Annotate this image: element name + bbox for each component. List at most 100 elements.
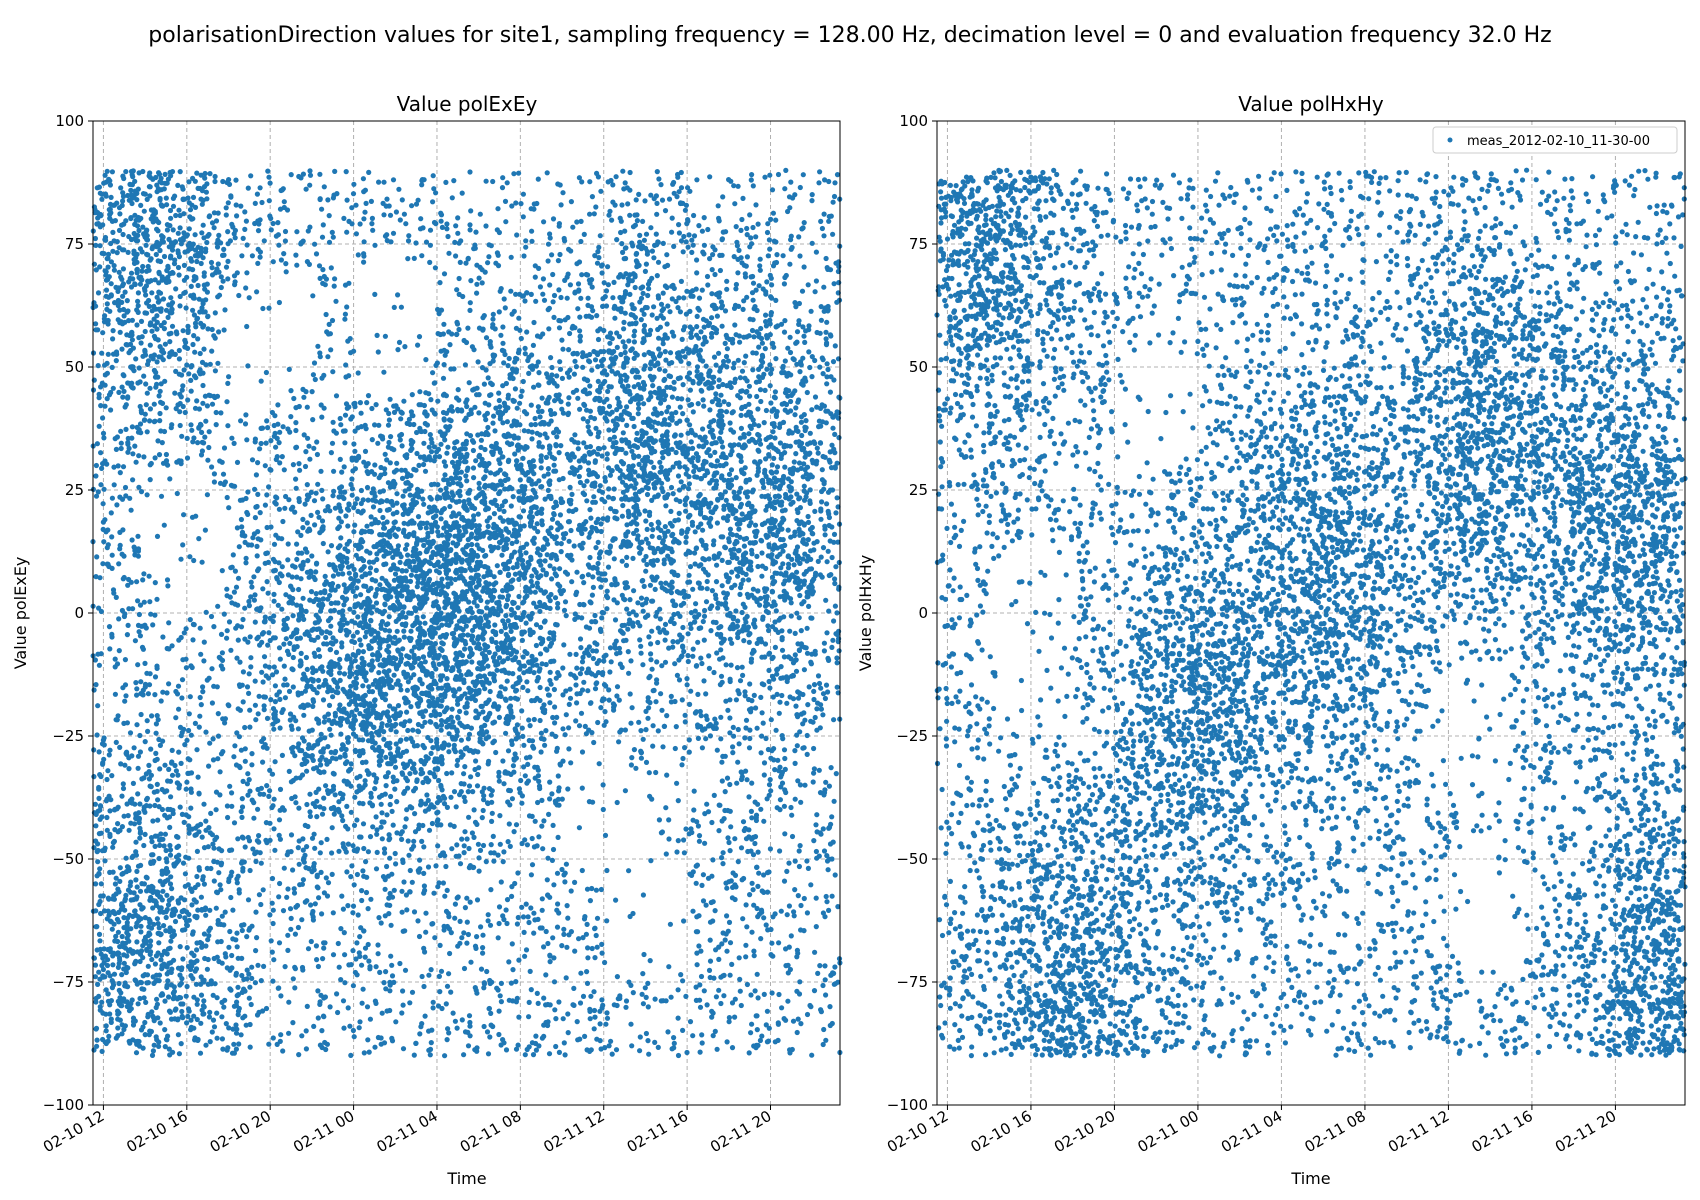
scatter-point — [675, 1015, 681, 1021]
scatter-point — [242, 605, 248, 611]
scatter-point — [748, 848, 754, 854]
scatter-point — [219, 1036, 225, 1042]
scatter-point — [480, 932, 486, 938]
scatter-point — [710, 1033, 716, 1039]
scatter-point — [679, 336, 685, 342]
scatter-point — [361, 1050, 367, 1056]
scatter-point — [726, 919, 733, 926]
scatter-point — [298, 650, 304, 657]
scatter-point — [363, 426, 369, 432]
scatter-point — [333, 430, 339, 436]
scatter-point — [226, 944, 232, 950]
scatter-point — [249, 751, 255, 757]
scatter-point — [308, 938, 314, 945]
scatter-point — [778, 908, 784, 914]
scatter-point — [432, 935, 438, 941]
scatter-point — [332, 168, 338, 174]
scatter-point — [91, 687, 97, 693]
scatter-point — [96, 423, 102, 429]
scatter-point — [255, 228, 262, 234]
scatter-point — [819, 488, 825, 495]
scatter-point — [401, 211, 407, 217]
scatter-point — [329, 850, 335, 856]
scatter-point — [359, 962, 365, 968]
scatter-point — [281, 641, 287, 647]
scatter-point — [257, 254, 263, 260]
scatter-point — [791, 913, 797, 919]
scatter-point — [503, 219, 509, 225]
scatter-point — [753, 202, 759, 208]
scatter-point — [753, 1013, 759, 1019]
scatter-point — [488, 1022, 494, 1028]
scatter-point — [178, 760, 184, 767]
scatter-point — [765, 1038, 772, 1044]
scatter-point — [411, 1052, 417, 1058]
scatter-point — [200, 400, 206, 406]
scatter-point — [188, 388, 194, 394]
scatter-point — [255, 246, 261, 252]
scatter-point — [568, 671, 574, 677]
scatter-point — [697, 1049, 703, 1055]
scatter-point — [832, 343, 838, 349]
scatter-point — [502, 198, 509, 204]
scatter-point — [720, 753, 726, 760]
scatter-point — [545, 241, 552, 247]
scatter-point — [312, 901, 318, 907]
scatter-point — [514, 539, 520, 545]
scatter-point — [219, 913, 225, 919]
scatter-point — [173, 715, 179, 721]
scatter-point — [248, 655, 254, 661]
scatter-point — [538, 730, 545, 736]
scatter-point — [541, 944, 547, 950]
scatter-point — [787, 966, 794, 973]
scatter-point — [531, 910, 537, 916]
scatter-point — [195, 282, 201, 289]
scatter-point — [685, 244, 691, 250]
scatter-point — [274, 1041, 280, 1047]
scatter-point — [822, 963, 828, 969]
scatter-point — [546, 1051, 553, 1057]
scatter-point — [239, 804, 246, 810]
scatter-point — [365, 1037, 371, 1043]
scatter-point — [831, 531, 838, 538]
scatter-point — [687, 422, 693, 428]
scatter-point — [651, 255, 657, 261]
scatter-point — [755, 221, 761, 227]
scatter-point — [650, 598, 656, 604]
scatter-point — [163, 195, 169, 201]
scatter-point — [399, 197, 405, 203]
scatter-point — [101, 435, 107, 441]
scatter-point — [669, 394, 676, 400]
scatter-point — [300, 836, 306, 842]
scatter-point — [653, 769, 659, 776]
scatter-point — [832, 872, 838, 878]
scatter-point — [462, 362, 468, 368]
scatter-point — [304, 684, 310, 690]
scatter-point — [484, 1029, 491, 1035]
scatter-point — [329, 317, 336, 324]
scatter-point — [232, 743, 238, 749]
scatter-point — [817, 790, 824, 796]
scatter-point — [685, 653, 691, 659]
scatter-point — [664, 252, 670, 258]
scatter-point — [230, 552, 236, 558]
scatter-point — [500, 913, 506, 919]
scatter-point — [470, 789, 476, 795]
scatter-point — [830, 231, 836, 237]
scatter-point — [97, 575, 103, 581]
scatter-point — [283, 269, 289, 275]
scatter-point — [565, 786, 571, 792]
scatter-point — [183, 665, 189, 671]
scatter-point — [628, 1021, 634, 1027]
scatter-point — [147, 184, 153, 190]
scatter-point — [761, 889, 767, 896]
scatter-point — [520, 378, 526, 385]
scatter-point — [591, 739, 597, 746]
scatter-point — [419, 973, 425, 980]
scatter-point — [253, 717, 259, 723]
scatter-point — [739, 877, 745, 883]
scatter-point — [243, 560, 249, 566]
scatter-point — [574, 665, 580, 671]
scatter-point — [257, 446, 263, 452]
scatter-point — [147, 599, 153, 605]
